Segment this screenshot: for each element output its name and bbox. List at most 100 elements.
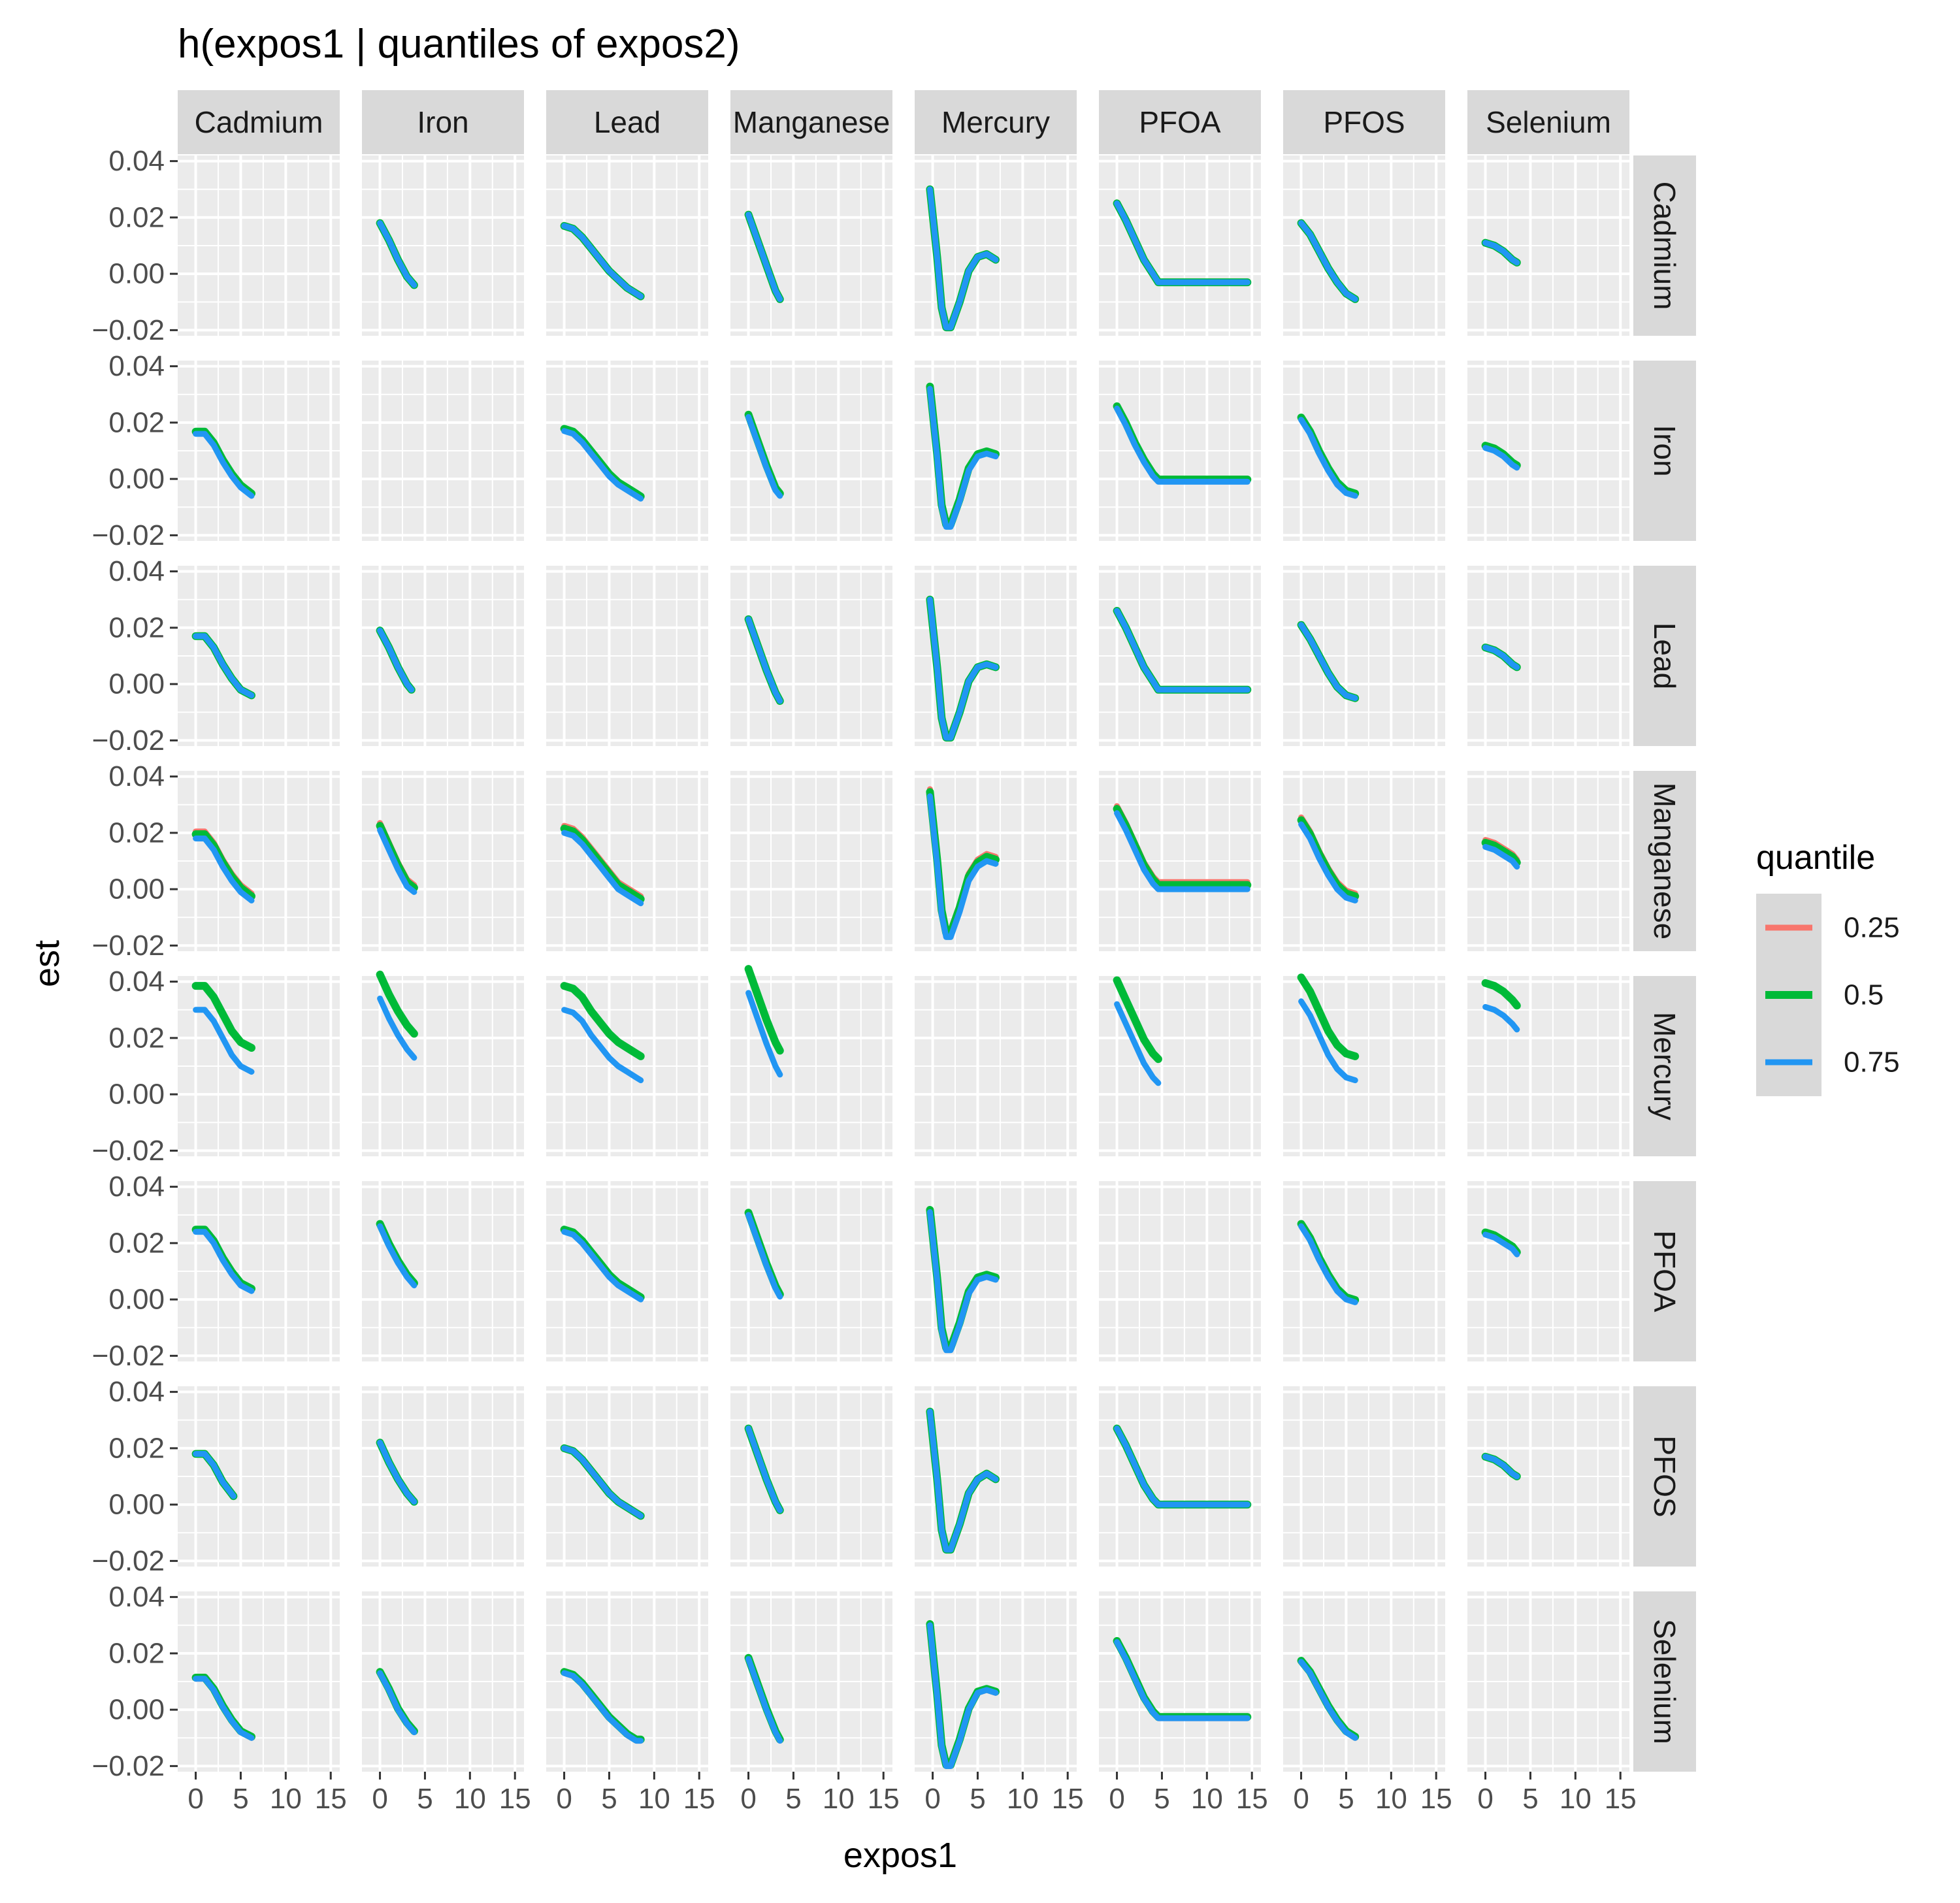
y-tick-label: 0.04 (108, 1581, 165, 1613)
y-tick-label: 0.02 (108, 1227, 165, 1259)
x-axis-column-selenium: 0 5 10 15 (1477, 1772, 1637, 1815)
series-line-quantile-0-75 (1298, 821, 1358, 903)
row-strip-selenium: Selenium (1633, 1591, 1696, 1772)
panel-cadmium-pfos (1283, 155, 1445, 336)
panel-manganese-mercury (915, 771, 1077, 951)
legend-entry-0-75: 0.75 (1765, 1047, 1900, 1079)
row-strip-iron: Iron (1633, 361, 1696, 541)
series-line-quantile-0-75 (1298, 998, 1358, 1084)
series-line-quantile-0-75 (1298, 1659, 1358, 1741)
series-line-quantile-0-75 (377, 996, 417, 1061)
panel-iron-selenium (1467, 361, 1629, 541)
series-line-quantile-0-75 (1482, 1003, 1520, 1033)
y-tick-label: 0.02 (108, 1022, 165, 1054)
panel-manganese-selenium (1467, 771, 1629, 951)
panel-pfoa-iron (362, 1181, 524, 1361)
series-line-quantile-0-75 (193, 431, 255, 499)
x-tick-label: 10 (638, 1783, 670, 1815)
series-line-quantile-0-75 (926, 1622, 999, 1769)
series-line-quantile-0-75 (926, 793, 999, 940)
series-line-quantile-0-75 (561, 1670, 644, 1744)
row-strip-label: Mercury (1648, 1012, 1682, 1120)
column-strip-selenium: Selenium (1467, 90, 1629, 154)
panel-pfoa-manganese (730, 1181, 892, 1361)
y-tick-label: 0.00 (108, 463, 165, 495)
x-axis-column-mercury: 0 5 10 15 (924, 1772, 1084, 1815)
panel-lead-manganese (730, 566, 892, 746)
y-tick-label: −0.02 (92, 519, 165, 551)
series-line-quantile-0-75 (1482, 240, 1520, 266)
series-line-quantile-0-75 (1298, 622, 1358, 702)
x-tick-label: 0 (372, 1783, 387, 1815)
panel-selenium-mercury (915, 1591, 1077, 1772)
row-strip-background (1633, 361, 1696, 541)
column-strip-background (730, 90, 892, 154)
column-strip-label: Lead (594, 105, 661, 139)
panel-pfos-pfos (1283, 1386, 1445, 1567)
series-line-quantile-0-75 (1114, 608, 1250, 693)
series-line-quantile-0-75 (926, 385, 999, 530)
series-line-quantile-0-75 (1114, 1001, 1162, 1086)
series-line-quantile-0-75 (193, 1229, 255, 1294)
x-tick-label: 5 (970, 1783, 985, 1815)
series-line-quantile-0-75 (377, 220, 417, 288)
x-axis-column-pfoa: 0 5 10 15 (1109, 1772, 1268, 1815)
series-line-quantile-0-75 (1482, 445, 1520, 471)
y-tick-label: 0.04 (108, 145, 165, 177)
row-strip-pfos: PFOS (1633, 1386, 1696, 1567)
column-strip-manganese: Manganese (730, 90, 892, 154)
series-line-quantile-0-75 (745, 990, 783, 1078)
panel-lead-pfos (1283, 566, 1445, 746)
x-axis-column-lead: 0 5 10 15 (556, 1772, 715, 1815)
x-tick-label: 5 (601, 1783, 617, 1815)
y-tick-label: −0.02 (92, 930, 165, 962)
y-axis-row-lead: −0.02 0.00 0.02 0.04 (92, 555, 178, 756)
y-axis-title: est (27, 940, 67, 987)
panel-lead-mercury (915, 566, 1077, 746)
row-strip-label: Iron (1648, 425, 1682, 476)
panel-manganese-lead (546, 771, 708, 951)
panel-pfoa-pfos (1283, 1181, 1445, 1361)
panel-pfoa-lead (546, 1181, 708, 1361)
y-axis-row-pfos: −0.02 0.00 0.02 0.04 (92, 1376, 178, 1577)
x-tick-label: 10 (1007, 1783, 1039, 1815)
x-tick-label: 15 (683, 1783, 715, 1815)
legend-label: 0.25 (1844, 912, 1900, 944)
series-line-quantile-0-75 (193, 1676, 255, 1741)
y-tick-label: 0.00 (108, 1489, 165, 1521)
series-line-quantile-0-75 (1482, 1454, 1520, 1480)
y-tick-label: −0.02 (92, 1135, 165, 1167)
panel-selenium-manganese (730, 1591, 892, 1772)
series-line-quantile-0-75 (377, 827, 417, 895)
series-line-quantile-0-75 (926, 1209, 999, 1354)
column-strip-background (1467, 90, 1629, 154)
panel-iron-mercury (915, 361, 1077, 541)
y-axis-row-cadmium: −0.02 0.00 0.02 0.04 (92, 145, 178, 346)
y-tick-label: −0.02 (92, 724, 165, 756)
y-tick-label: 0.04 (108, 1376, 165, 1408)
x-tick-label: 0 (1109, 1783, 1124, 1815)
panel-mercury-lead (546, 976, 708, 1156)
x-tick-label: 10 (1560, 1783, 1592, 1815)
legend-label: 0.5 (1844, 979, 1884, 1011)
series-line-quantile-0-75 (561, 1007, 644, 1084)
x-axis-column-manganese: 0 5 10 15 (740, 1772, 900, 1815)
series-line-quantile-0-75 (377, 1223, 417, 1289)
panel-selenium-selenium (1467, 1591, 1629, 1772)
x-tick-label: 0 (1293, 1783, 1309, 1815)
series-line-quantile-0-75 (745, 212, 783, 302)
panel-cadmium-iron (362, 155, 524, 336)
series-line-quantile-0-5 (1297, 973, 1360, 1060)
series-line-quantile-0-5 (191, 982, 255, 1052)
panel-selenium-iron (362, 1591, 524, 1772)
x-axis-column-iron: 0 5 10 15 (372, 1772, 531, 1815)
panel-pfos-selenium (1467, 1386, 1629, 1567)
x-tick-label: 15 (1052, 1783, 1084, 1815)
row-strip-mercury: Mercury (1633, 976, 1696, 1156)
panel-iron-pfos (1283, 361, 1445, 541)
row-strip-manganese: Manganese (1633, 771, 1696, 951)
y-tick-label: 0.00 (108, 1694, 165, 1726)
y-tick-label: 0.04 (108, 760, 165, 792)
y-tick-label: 0.04 (108, 1171, 165, 1203)
column-strip-label: PFOA (1139, 105, 1221, 139)
